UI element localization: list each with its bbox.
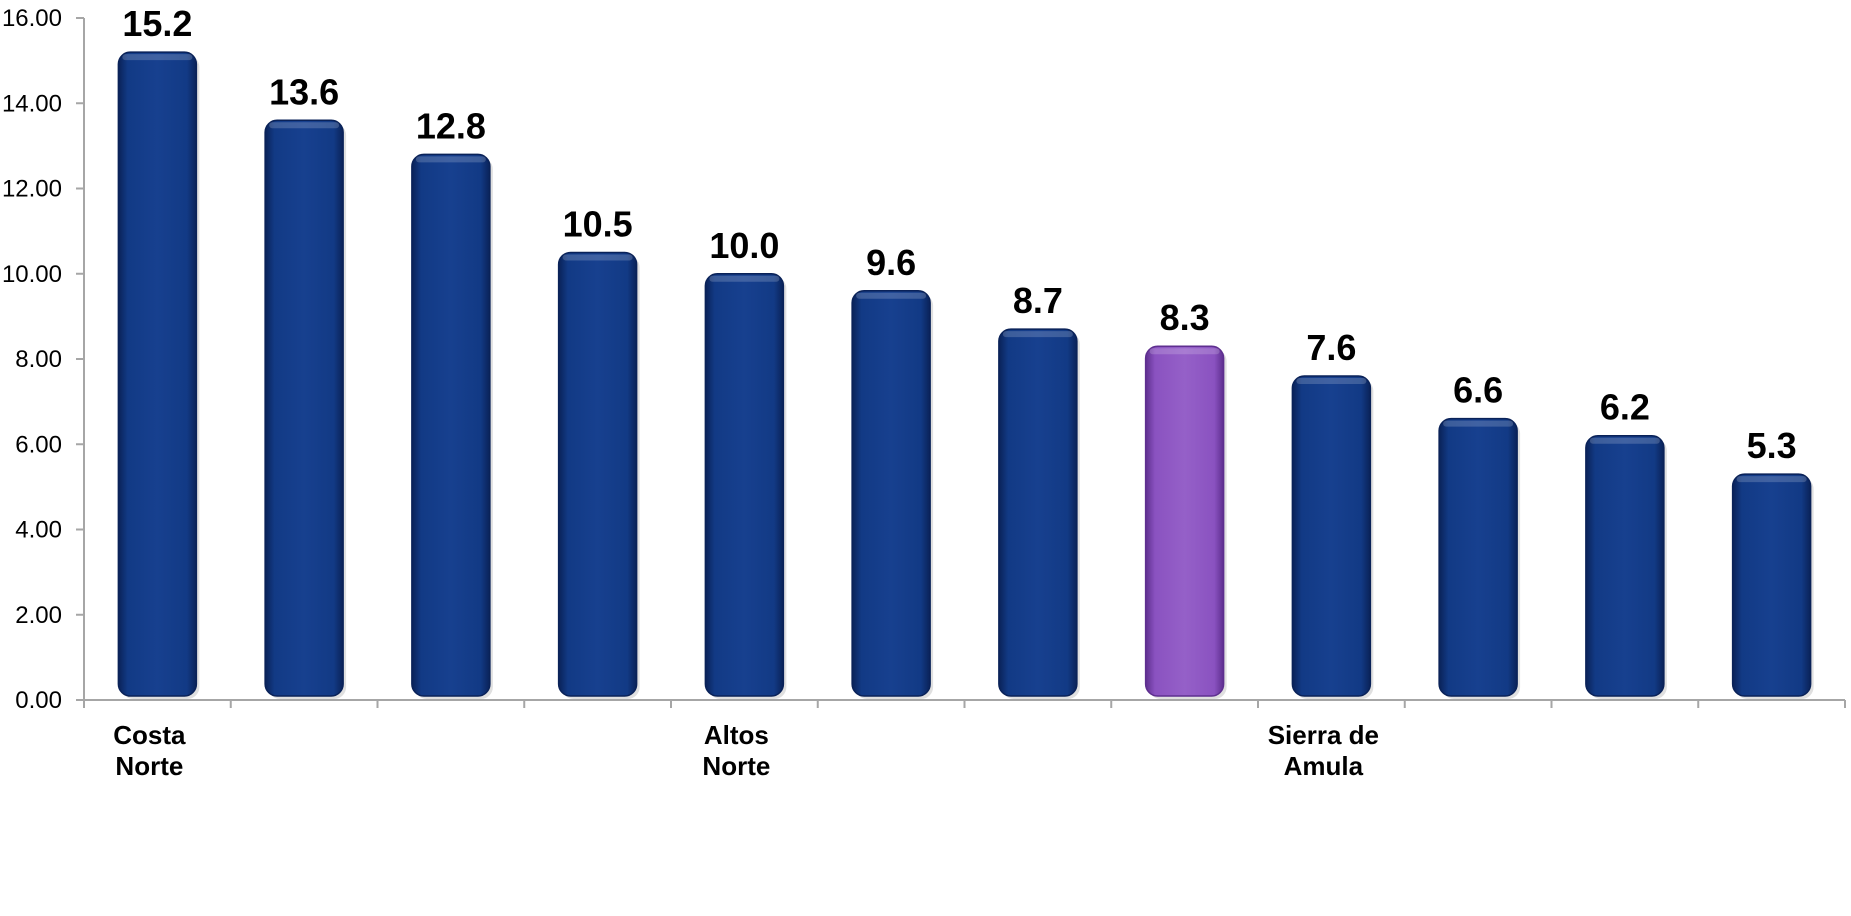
value-label: 7.6 (1306, 327, 1356, 368)
y-tick-label: 2.00 (15, 602, 62, 629)
x-tick-label-line: Amula (1284, 751, 1364, 781)
bar (557, 251, 640, 699)
x-tick-label: Sierra de Amula (1268, 720, 1379, 781)
bar-rim (269, 122, 340, 129)
value-label: 8.3 (1160, 297, 1210, 338)
value-label: 6.6 (1453, 370, 1503, 411)
y-tick-label: 4.00 (15, 517, 62, 544)
bar-body (704, 273, 785, 697)
bar-body (557, 251, 638, 697)
x-tick-label-line: Costa (113, 720, 186, 750)
bar (998, 328, 1080, 699)
x-tick-label-line: Altos (704, 720, 769, 750)
axes: 0.00 2.00 4.00 6.00 8.00 10.00 12.00 14.00 16.00 (2, 5, 1846, 714)
bar-rim (1443, 420, 1514, 427)
value-label: 5.3 (1747, 425, 1797, 466)
bar-rim (1149, 348, 1220, 355)
x-tick-label-line: Sierra de (1268, 720, 1379, 750)
bar (264, 119, 347, 700)
value-label: 13.6 (269, 71, 339, 112)
bar (704, 273, 787, 699)
bar-body (1291, 375, 1372, 697)
bar (411, 153, 493, 699)
bar-rim (122, 54, 193, 61)
bar-rim (1296, 378, 1367, 385)
value-label: 12.8 (416, 105, 486, 146)
x-tick-label-line: Norte (702, 751, 770, 781)
bar-rim (1589, 437, 1660, 444)
x-tick-label-line: Norte (115, 751, 183, 781)
bar-body (851, 290, 931, 697)
bar-rim (856, 292, 927, 299)
value-label: 10.0 (709, 225, 779, 266)
y-tick-label: 6.00 (15, 431, 62, 458)
bar-rim (1002, 331, 1073, 338)
y-tick-label: 0.00 (15, 687, 62, 714)
bar-body (411, 153, 491, 697)
value-label: 8.7 (1013, 280, 1063, 321)
value-label: 10.5 (563, 203, 633, 244)
bar-body (998, 328, 1078, 697)
bar-body (1731, 473, 1812, 697)
x-tick-label: Altos Norte (702, 720, 770, 781)
bar-body (1144, 345, 1225, 697)
bar-rim (1736, 476, 1807, 483)
bar-rim (709, 275, 780, 282)
y-tick-label: 8.00 (15, 346, 62, 373)
bar-body (1438, 417, 1518, 697)
bar-rim (562, 254, 633, 261)
bar (1731, 473, 1814, 699)
y-tick-label: 12.00 (2, 176, 62, 203)
bar (117, 51, 200, 700)
y-tick-label: 16.00 (2, 5, 62, 32)
bar-body (117, 51, 198, 697)
bar (851, 290, 934, 699)
bar-rim (415, 156, 486, 163)
bar (1585, 434, 1667, 699)
bar (1291, 375, 1374, 699)
value-label: 15.2 (122, 3, 192, 44)
y-tick-label: 14.00 (2, 90, 62, 117)
x-tick-label: Costa Norte (113, 720, 186, 781)
value-label: 6.2 (1600, 387, 1650, 428)
bar-body (264, 119, 344, 697)
bar-highlighted (1144, 345, 1227, 699)
bars (117, 51, 1814, 700)
value-labels: 15.2 13.6 12.8 10.5 10.0 9.6 8.7 8.3 7.6 6.6 6.2 5.… (122, 3, 1796, 466)
value-label: 9.6 (866, 242, 916, 283)
y-tick-label: 10.00 (2, 261, 62, 288)
bar-body (1585, 434, 1665, 697)
bar (1438, 417, 1521, 699)
